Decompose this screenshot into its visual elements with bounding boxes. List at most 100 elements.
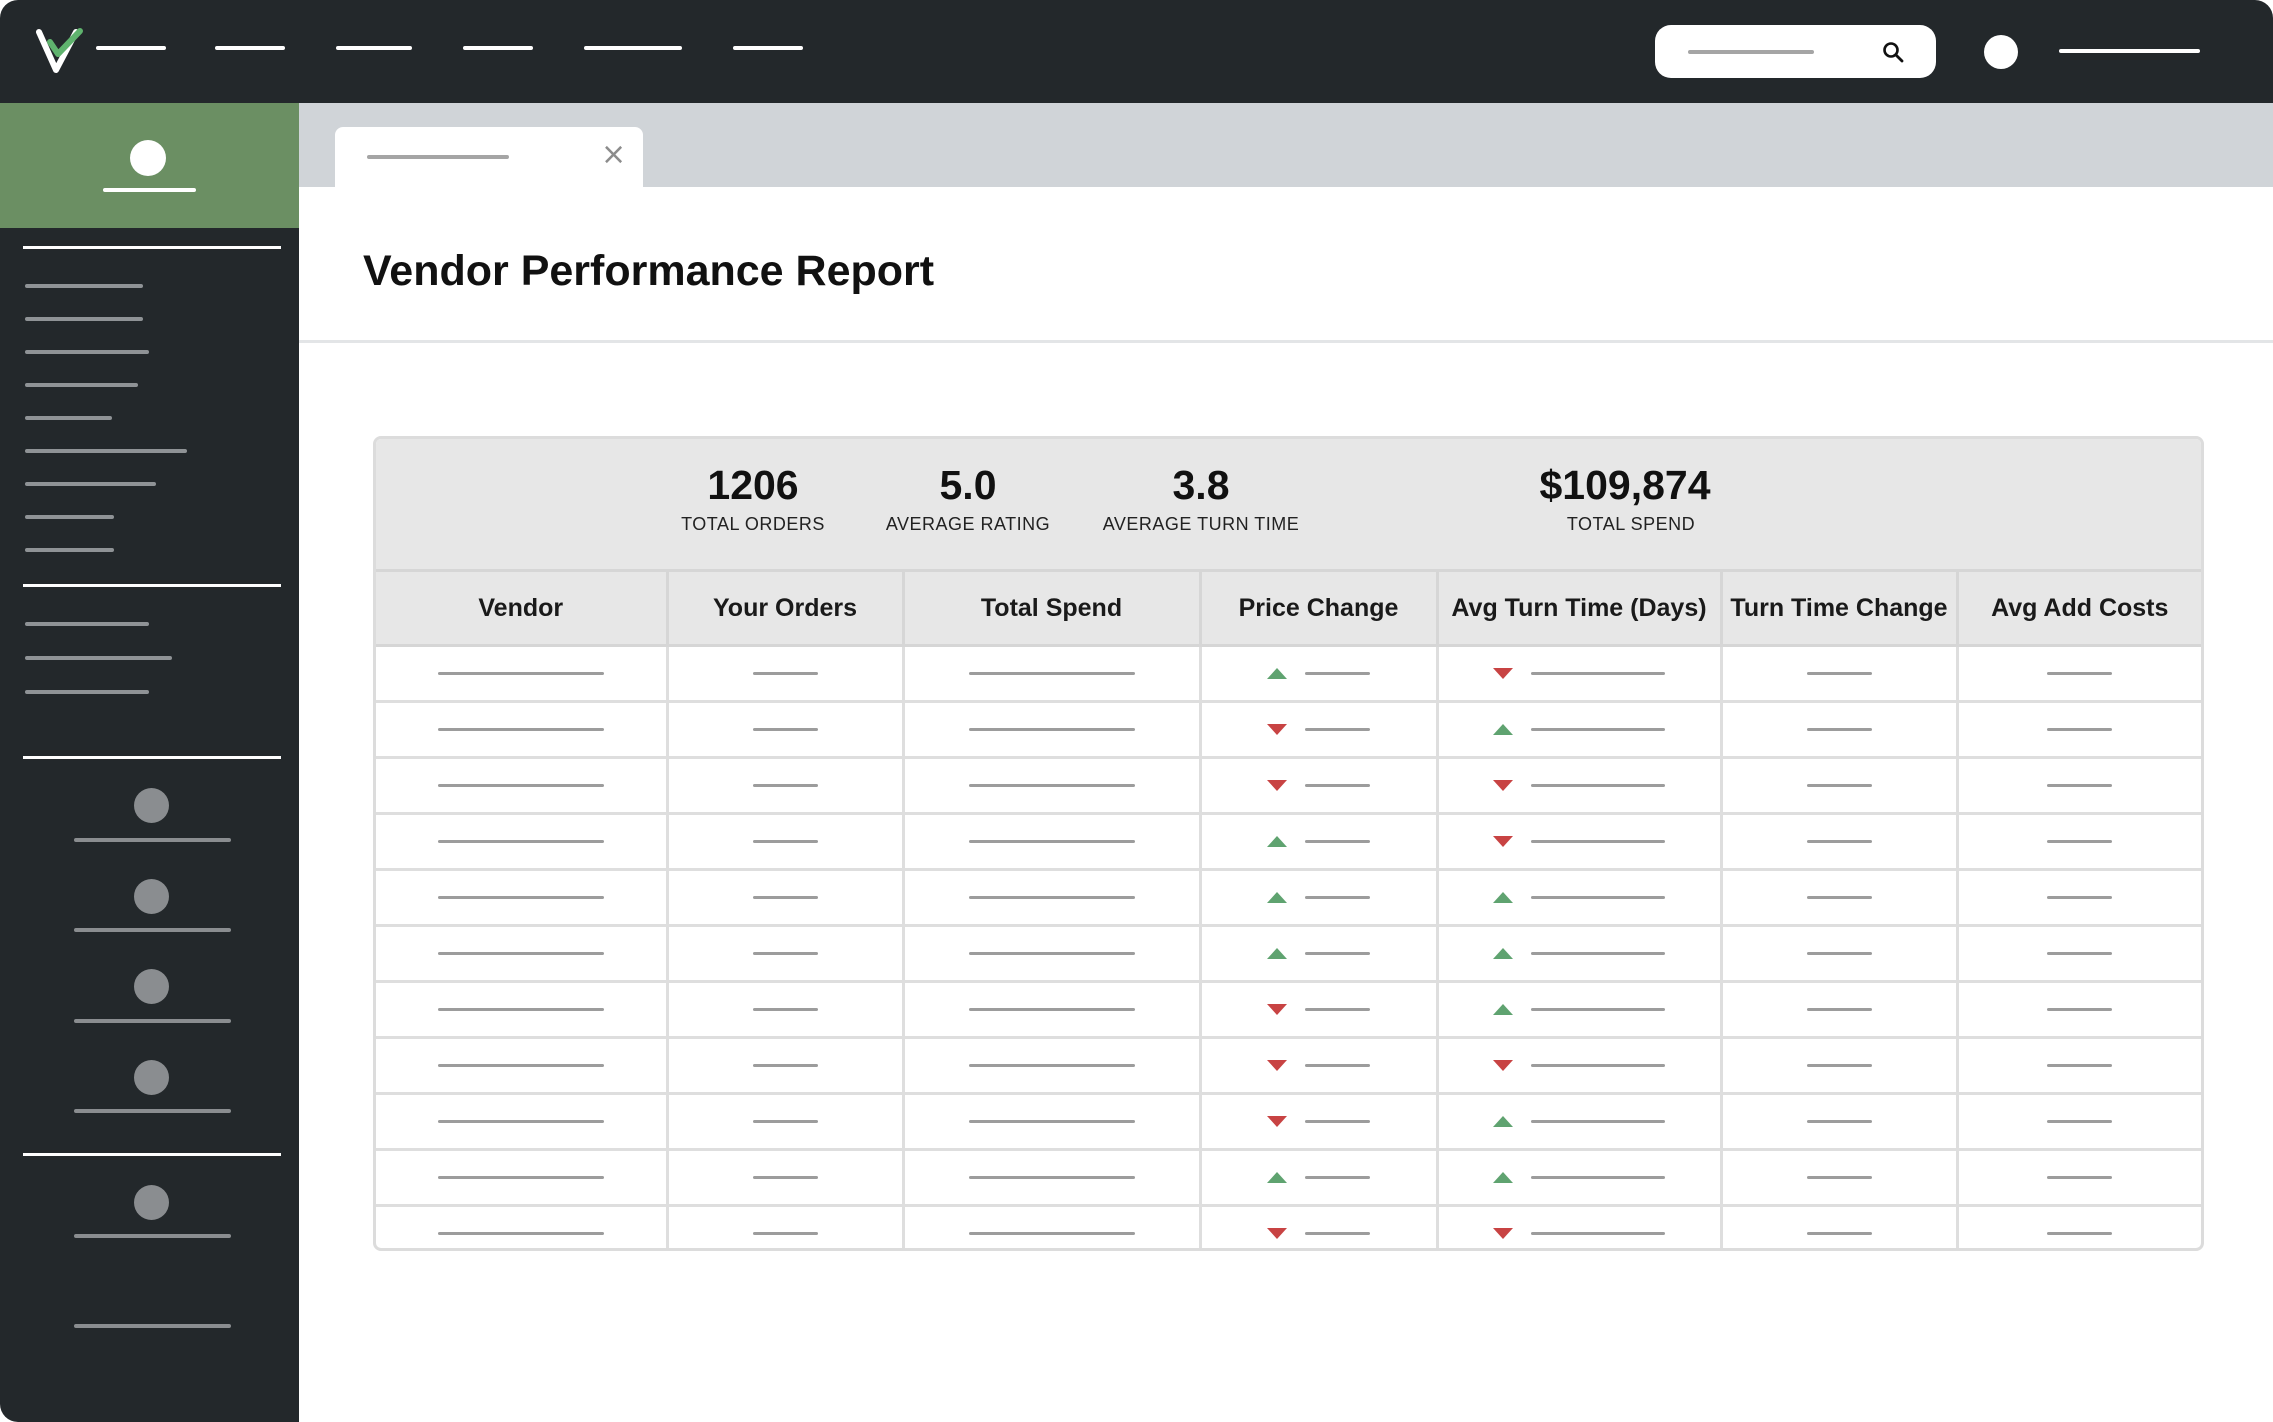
column-header-your-orders[interactable]: Your Orders: [667, 572, 905, 647]
table-row[interactable]: [376, 813, 2201, 871]
table-cell: [1721, 813, 1959, 871]
sidebar-item[interactable]: [25, 416, 112, 420]
stat-label: AVERAGE TURN TIME: [1102, 514, 1300, 534]
user-menu[interactable]: [2059, 49, 2200, 53]
arrow-up-icon: [1267, 835, 1287, 847]
tab-label: [367, 155, 509, 159]
sidebar-contact-avatar[interactable]: [134, 1060, 169, 1095]
arrow-up-icon: [1267, 947, 1287, 959]
sidebar-contact-avatar[interactable]: [134, 788, 169, 823]
sidebar-contact-avatar[interactable]: [134, 1185, 169, 1220]
table-cell: [376, 757, 669, 815]
cell-placeholder: [752, 783, 818, 787]
cell-placeholder: [2047, 727, 2113, 731]
column-header-price-change[interactable]: Price Change: [1200, 572, 1439, 647]
table-cell: [376, 869, 669, 927]
column-header-avg-add-costs[interactable]: Avg Add Costs: [1957, 572, 2201, 647]
nav-item-3[interactable]: [336, 46, 412, 50]
sidebar-item[interactable]: [25, 690, 149, 694]
arrow-up-icon: [1493, 1003, 1513, 1015]
column-header-avg-turn-time[interactable]: Avg Turn Time (Days): [1437, 572, 1723, 647]
nav-item-5[interactable]: [584, 46, 682, 50]
sidebar-profile[interactable]: [0, 103, 299, 228]
table-cell: [1957, 1037, 2201, 1095]
cell-placeholder: [2047, 1007, 2113, 1011]
table-cell: [1437, 701, 1723, 759]
search-input[interactable]: [1655, 25, 1936, 78]
table-cell: [1721, 645, 1959, 703]
sidebar-item[interactable]: [25, 482, 156, 486]
table-cell: [1200, 1149, 1439, 1207]
table-cell: [1437, 757, 1723, 815]
table-row[interactable]: [376, 925, 2201, 983]
cell-placeholder: [752, 727, 818, 731]
table-row[interactable]: [376, 701, 2201, 759]
cell-placeholder: [1305, 1231, 1370, 1235]
cell-placeholder: [968, 1007, 1135, 1011]
column-header-total-spend[interactable]: Total Spend: [903, 572, 1202, 647]
table-row[interactable]: [376, 1037, 2201, 1095]
table-cell: [1200, 757, 1439, 815]
table-row[interactable]: [376, 869, 2201, 927]
arrow-up-icon: [1493, 947, 1513, 959]
table-row[interactable]: [376, 1149, 2201, 1207]
sidebar-contact-avatar[interactable]: [134, 879, 169, 914]
table-row[interactable]: [376, 1205, 2201, 1248]
user-avatar[interactable]: [1984, 35, 2018, 69]
nav-item-1[interactable]: [96, 46, 166, 50]
table-row[interactable]: [376, 757, 2201, 815]
stat-value: $109,874: [1539, 462, 1711, 508]
sidebar-item[interactable]: [25, 622, 149, 626]
sidebar-item[interactable]: [25, 548, 114, 552]
column-header-turn-time-change[interactable]: Turn Time Change: [1721, 572, 1959, 647]
sidebar-item[interactable]: [25, 284, 143, 288]
sidebar-contact-avatar[interactable]: [134, 969, 169, 1004]
vendor-report-panel: 1206 TOTAL ORDERS 5.0 AVERAGE RATING 3.8…: [373, 436, 2204, 1251]
cell-placeholder: [752, 1007, 818, 1011]
nav-item-4[interactable]: [463, 46, 533, 50]
table-cell: [376, 1093, 669, 1151]
arrow-up-icon: [1267, 891, 1287, 903]
sidebar-contact-name[interactable]: [74, 928, 231, 932]
cell-placeholder: [437, 783, 604, 787]
sidebar-contact-name[interactable]: [74, 1109, 231, 1113]
sidebar-contact-name[interactable]: [74, 1019, 231, 1023]
stat-label: TOTAL ORDERS: [681, 514, 825, 534]
sidebar-item[interactable]: [25, 449, 187, 453]
arrow-down-icon: [1267, 1059, 1287, 1071]
table-cell: [376, 981, 669, 1039]
table-cell: [903, 701, 1202, 759]
sidebar-item[interactable]: [25, 317, 143, 321]
sidebar-footer-link[interactable]: [74, 1324, 231, 1328]
stat-label: AVERAGE RATING: [885, 514, 1051, 534]
close-icon[interactable]: ×: [601, 137, 627, 172]
table-row[interactable]: [376, 981, 2201, 1039]
table-cell: [667, 813, 905, 871]
nav-item-2[interactable]: [215, 46, 285, 50]
cell-placeholder: [968, 1175, 1135, 1179]
cell-placeholder: [968, 1119, 1135, 1123]
tab-vendor-report[interactable]: ×: [335, 127, 643, 187]
sidebar-item[interactable]: [25, 383, 138, 387]
table-cell: [903, 925, 1202, 983]
arrow-down-icon: [1267, 1115, 1287, 1127]
sidebar-item[interactable]: [25, 350, 149, 354]
sidebar-item[interactable]: [25, 515, 114, 519]
arrow-down-icon: [1267, 779, 1287, 791]
table-cell: [1200, 1205, 1439, 1248]
table-row[interactable]: [376, 645, 2201, 703]
sidebar-item[interactable]: [25, 656, 172, 660]
cell-placeholder: [1806, 895, 1872, 899]
v-check-logo-icon[interactable]: [36, 28, 84, 74]
cell-placeholder: [752, 671, 818, 675]
column-header-vendor[interactable]: Vendor: [376, 572, 669, 647]
cell-placeholder: [752, 1175, 818, 1179]
arrow-down-icon: [1493, 667, 1513, 679]
table-cell: [376, 645, 669, 703]
search-icon[interactable]: [1882, 41, 1904, 63]
table-row[interactable]: [376, 1093, 2201, 1151]
cell-placeholder: [1806, 783, 1872, 787]
sidebar-contact-name[interactable]: [74, 838, 231, 842]
sidebar-contact-name[interactable]: [74, 1234, 231, 1238]
nav-item-6[interactable]: [733, 46, 803, 50]
